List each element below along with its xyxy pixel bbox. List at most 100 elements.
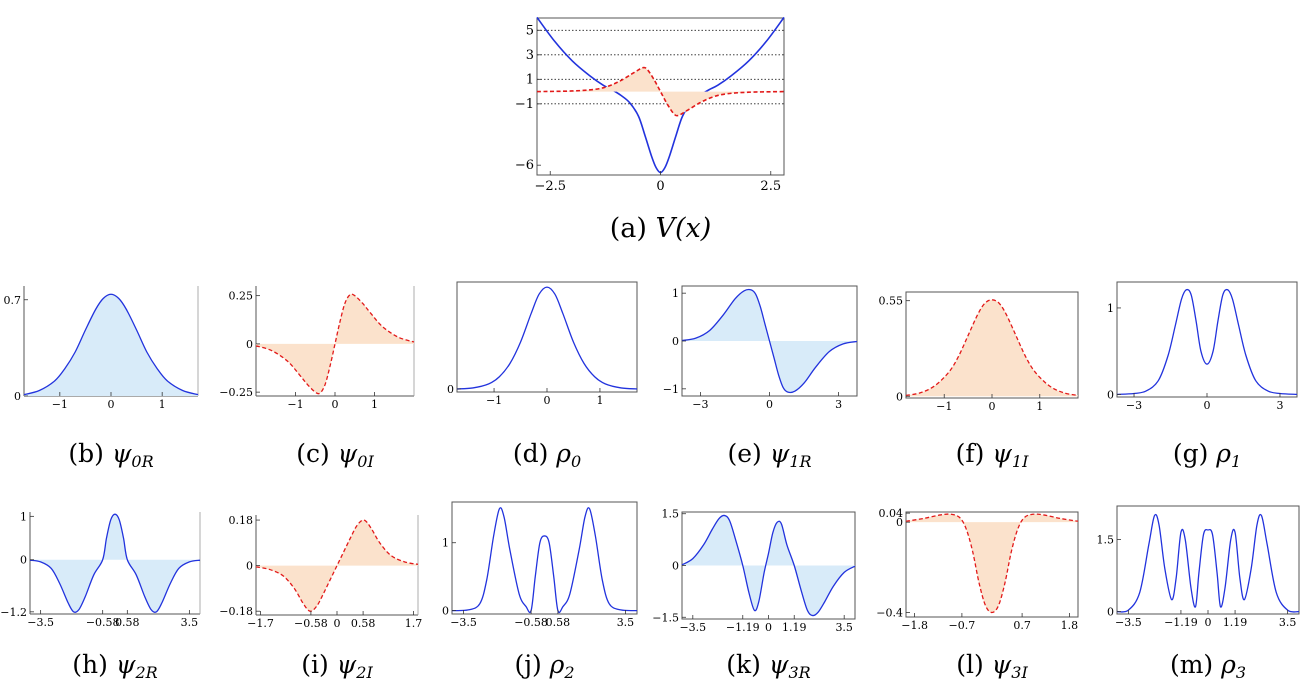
x-tick-label: 3 bbox=[835, 398, 842, 411]
y-tick-label: 1 bbox=[1107, 302, 1114, 315]
x-tick-label: 0.7 bbox=[1013, 619, 1031, 632]
series-line-0 bbox=[1116, 513, 1300, 613]
caption-i: (i) ψ2I bbox=[301, 650, 373, 682]
x-tick-label: 0 bbox=[765, 621, 772, 634]
x-tick-label: 1.19 bbox=[782, 621, 807, 634]
y-tick-label: 1 bbox=[442, 537, 449, 550]
plot-frame bbox=[1116, 281, 1298, 398]
caption-h: (h) ψ2R bbox=[72, 650, 157, 682]
series-line-0 bbox=[29, 513, 201, 613]
y-tick-label: −0.4 bbox=[876, 606, 903, 619]
x-tick-label: −3 bbox=[692, 398, 708, 411]
series-fill-0 bbox=[256, 520, 418, 612]
series-line-0 bbox=[23, 293, 199, 396]
caption-f: (f) ψ1I bbox=[956, 439, 1030, 471]
x-tick-label: −1.19 bbox=[1164, 616, 1198, 629]
caption-a: (a) V(x) bbox=[610, 213, 712, 244]
caption-j: (j) ρ2 bbox=[514, 650, 574, 682]
x-tick-label: −1.8 bbox=[901, 619, 928, 632]
series-line-0 bbox=[536, 16, 785, 174]
x-tick-label: 0 bbox=[1204, 399, 1211, 412]
chart-d: −1 0 1 0 (d) ρ0 bbox=[447, 281, 638, 471]
x-tick-label: 0 bbox=[1205, 616, 1212, 629]
x-tick-label: 3.5 bbox=[1279, 616, 1297, 629]
series-fill-0 bbox=[682, 515, 855, 616]
chart-b: −1 0 1 0 0.7 (b) ψ0R bbox=[4, 286, 199, 471]
y-tick-label: 1.5 bbox=[662, 508, 680, 521]
x-tick-label: 3 bbox=[1276, 399, 1283, 412]
chart-j: −3.5 −0.580.58 3.5 1 0 (j) ρ2 bbox=[442, 501, 638, 682]
y-tick-label: 0 bbox=[447, 383, 454, 396]
y-tick-label: 0 bbox=[672, 560, 679, 573]
series-line-0 bbox=[1116, 288, 1298, 396]
x-tick-label: −0.58 bbox=[294, 617, 328, 630]
x-tick-label: −3 bbox=[1126, 399, 1142, 412]
x-tick-label: 0 bbox=[989, 400, 996, 413]
caption-b: (b) ψ0R bbox=[68, 439, 153, 471]
y-tick-label: −0.25 bbox=[219, 386, 253, 399]
chart-c: −1 0 1 −0.25 0 0.25 (c) ψ0I bbox=[219, 286, 415, 471]
caption-l: (l) ψ3I bbox=[956, 650, 1028, 682]
chart-k: −3.5 −1.19 0 1.19 3.5 1.5 0 −1.5 (k) ψ3R bbox=[652, 508, 856, 682]
y-tick-label: −1 bbox=[515, 97, 534, 112]
series-line-0 bbox=[255, 519, 419, 612]
x-tick-label: −3.5 bbox=[450, 616, 477, 629]
caption-e: (e) ψ1R bbox=[727, 439, 811, 471]
x-tick-label: −0.58 bbox=[86, 616, 120, 629]
x-tick-label: −3.5 bbox=[679, 621, 706, 634]
caption-g: (g) ρ1 bbox=[1173, 439, 1241, 471]
x-tick-label: −1.7 bbox=[247, 617, 274, 630]
y-tick-label: 0 bbox=[896, 516, 903, 529]
y-tick-label: 0 bbox=[442, 605, 449, 618]
y-tick-label: 1 bbox=[672, 287, 679, 300]
x-tick-label: 0.58 bbox=[351, 617, 376, 630]
x-tick-label: 0 bbox=[544, 394, 551, 407]
x-tick-label: −1 bbox=[486, 394, 502, 407]
series-fill-1 bbox=[537, 67, 784, 116]
y-tick-label: 1 bbox=[526, 72, 534, 87]
chart-m: −3.5 −1.19 0 1.19 3.5 1.5 0 (m) ρ3 bbox=[1097, 505, 1300, 682]
y-tick-label: −1.5 bbox=[652, 611, 679, 624]
x-tick-label: 0.58 bbox=[546, 616, 571, 629]
series-line-0 bbox=[905, 513, 1079, 614]
x-tick-label: 1 bbox=[371, 398, 378, 411]
series-line-0 bbox=[681, 514, 856, 617]
series-line-0 bbox=[255, 293, 415, 395]
y-tick-label: 0 bbox=[14, 390, 21, 403]
y-tick-label: 0.7 bbox=[4, 294, 22, 307]
x-tick-label: −1 bbox=[936, 400, 952, 413]
x-tick-label: −2.5 bbox=[534, 179, 566, 194]
x-tick-label: 0 bbox=[656, 179, 664, 194]
x-tick-label: 0 bbox=[766, 398, 773, 411]
series-fill-0 bbox=[30, 514, 200, 613]
x-tick-label: 1.7 bbox=[405, 617, 423, 630]
y-tick-label: 5 bbox=[526, 23, 534, 38]
y-tick-label: 0 bbox=[246, 338, 253, 351]
x-tick-label: 1.8 bbox=[1061, 619, 1079, 632]
series-line-0 bbox=[681, 288, 858, 394]
y-tick-label: 1 bbox=[20, 510, 27, 523]
y-tick-label: 0 bbox=[1107, 388, 1114, 401]
y-tick-label: −6 bbox=[515, 158, 534, 173]
x-tick-label: 3.5 bbox=[617, 616, 635, 629]
chart-g: −3 0 3 0 1 (g) ρ1 bbox=[1107, 281, 1298, 471]
x-tick-label: 1.19 bbox=[1223, 616, 1248, 629]
x-tick-label: 3.5 bbox=[835, 621, 853, 634]
caption-m: (m) ρ3 bbox=[1170, 650, 1246, 682]
x-tick-label: −1 bbox=[287, 398, 303, 411]
chart-f: −1 0 1 0 0.55 (f) ψ1I bbox=[879, 291, 1079, 471]
series-line-0 bbox=[905, 299, 1079, 397]
plot-frame bbox=[536, 17, 785, 176]
x-tick-label: −3.5 bbox=[1115, 616, 1142, 629]
x-tick-label: −1.19 bbox=[726, 621, 760, 634]
chart-i: −1.7 −0.58 0 0.58 1.7 0.18 0 −0.18 (i) ψ2I bbox=[219, 514, 422, 682]
chart-h: −3.5 −0.580.58 3.5 1 0 −1.2 (h) ψ2R bbox=[0, 510, 201, 682]
x-tick-label: 1 bbox=[1036, 400, 1043, 413]
y-tick-label: 1.5 bbox=[1097, 534, 1115, 547]
x-tick-label: 1 bbox=[596, 394, 603, 407]
caption-k: (k) ψ3R bbox=[726, 650, 810, 682]
series-fill-0 bbox=[906, 299, 1078, 397]
x-tick-label: −0.7 bbox=[949, 619, 976, 632]
chart-l: −1.8 −0.7 0.7 1.8 0.040 −0.4 (l) ψ3I bbox=[876, 507, 1079, 682]
